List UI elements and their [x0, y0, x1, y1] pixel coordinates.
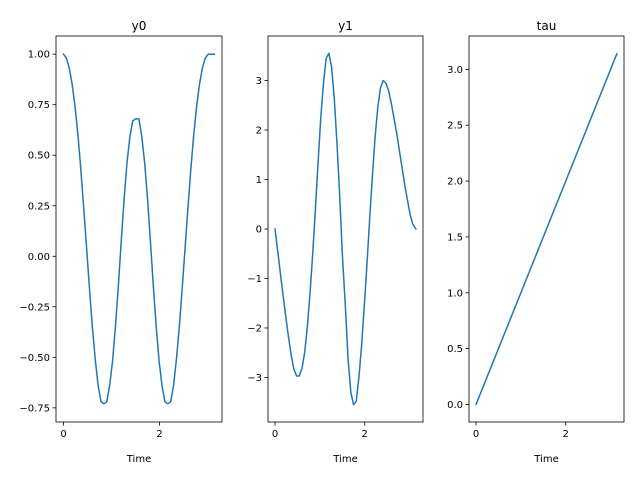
y-tick-label: −3 — [247, 373, 262, 384]
y-tick-label: 0.75 — [28, 100, 50, 111]
axes-frame — [55, 35, 223, 423]
y-tick-label: 0.0 — [447, 400, 463, 411]
y-tick-label: 0.50 — [28, 151, 50, 162]
y-tick-label: 0.25 — [28, 201, 50, 212]
y-tick-label: 1 — [256, 175, 262, 186]
series-line — [475, 52, 618, 406]
subplot-title: y0 — [132, 19, 147, 33]
subplot-tau: tau Time 0 2 0.0 0.5 1.0 1.5 2.0 2.5 3.0 — [447, 19, 625, 465]
subplot-title: y1 — [338, 19, 353, 33]
plot-area: 0 2 0.0 0.5 1.0 1.5 2.0 2.5 3.0 — [447, 52, 618, 440]
y-tick-label: 0.5 — [447, 344, 463, 355]
y-tick-label: 2 — [256, 126, 262, 137]
y-tick-label: 2.5 — [447, 121, 463, 132]
x-tick-label: 2 — [156, 429, 162, 440]
x-axis-label: Time — [533, 454, 558, 465]
y-tick-label: 3 — [256, 76, 262, 87]
x-axis-label: Time — [332, 454, 357, 465]
subplot-title: tau — [537, 19, 557, 33]
subplot-y1: y1 Time 0 2 −3 −2 −1 0 1 2 3 — [247, 19, 424, 465]
y-tick-label: 1.00 — [28, 50, 50, 61]
y-tick-label: 0.00 — [28, 252, 50, 263]
x-tick-label: 0 — [473, 429, 479, 440]
x-tick-label: 0 — [272, 429, 278, 440]
y-tick-label: −1 — [247, 274, 262, 285]
y-tick-label: −2 — [247, 323, 262, 334]
plot-area: 0 2 −3 −2 −1 0 1 2 3 — [247, 52, 417, 440]
series-line — [274, 52, 417, 406]
x-tick-label: 2 — [362, 429, 368, 440]
y-tick-label: −0.50 — [19, 353, 50, 364]
y-tick-label: 2.0 — [447, 177, 463, 188]
x-tick-label: 0 — [60, 429, 66, 440]
x-tick-label: 2 — [563, 429, 569, 440]
subplot-y0: y0 Time 0 2 −0.75 −0.50 −0.25 0.00 0.25 0.50 0.7… — [19, 19, 223, 465]
y-tick-label: 3.0 — [447, 65, 463, 76]
y-tick-label: 0 — [256, 225, 262, 236]
x-axis-label: Time — [126, 454, 151, 465]
y-tick-label: 1.5 — [447, 232, 463, 243]
y-tick-label: 1.0 — [447, 288, 463, 299]
plot-area: 0 2 −0.75 −0.50 −0.25 0.00 0.25 0.50 0.75 1.00 — [19, 50, 216, 440]
y-tick-label: −0.25 — [19, 302, 50, 313]
axes-frame — [468, 35, 625, 423]
series-line — [62, 53, 216, 405]
y-tick-label: −0.75 — [19, 403, 50, 414]
